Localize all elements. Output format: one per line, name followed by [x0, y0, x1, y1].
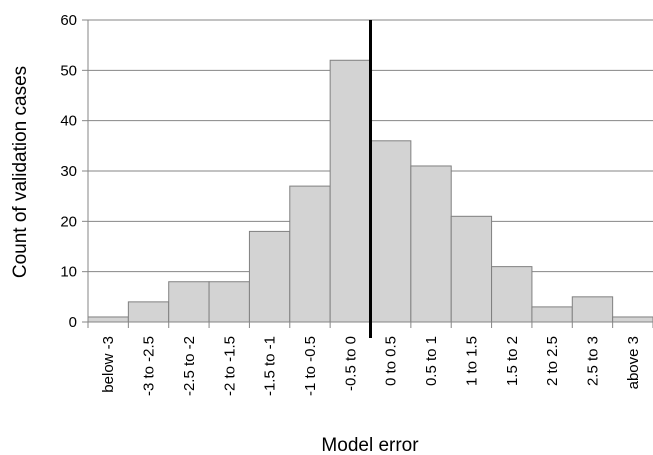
- y-tick-label: 50: [60, 62, 77, 79]
- x-tick-label: 1.5 to 2: [504, 336, 521, 386]
- y-tick-label: 20: [60, 213, 77, 230]
- bar: [450, 215, 493, 323]
- bar: [410, 165, 452, 323]
- bar: [491, 266, 533, 323]
- bar: [612, 316, 653, 323]
- x-tick-label: -2.5 to -2: [181, 336, 198, 396]
- x-axis-title: Model error: [321, 435, 419, 455]
- y-tick-label: 0: [69, 314, 77, 331]
- y-axis-title: Count of validation cases: [10, 66, 31, 278]
- x-tick-label: 0 to 0.5: [383, 336, 400, 386]
- x-tick-label: -1.5 to -1: [262, 336, 279, 396]
- x-tick-label: 2 to 2.5: [544, 336, 561, 386]
- bar: [370, 140, 412, 323]
- x-tick-label: 0.5 to 1: [423, 336, 440, 386]
- bar: [531, 306, 573, 323]
- bar: [208, 281, 250, 323]
- bar: [571, 296, 614, 323]
- bar: [168, 281, 210, 323]
- bar: [289, 185, 331, 323]
- y-tick-labels: 0 10 20 30 40 50 60: [60, 12, 77, 331]
- x-tick-label: below -3: [100, 336, 117, 393]
- y-tick-label: 40: [60, 113, 77, 130]
- x-tick-label: 1 to 1.5: [463, 336, 480, 386]
- x-tick-label: -3 to -2.5: [141, 336, 158, 396]
- x-tick-label: -0.5 to 0: [342, 336, 359, 391]
- y-tick-label: 30: [60, 163, 77, 180]
- x-tick-label: 2.5 to 3: [584, 336, 601, 386]
- y-tick-label: 10: [60, 264, 77, 281]
- y-tick-label: 60: [60, 12, 77, 29]
- x-tick-labels: below -3 -3 to -2.5 -2.5 to -2 -2 to -1.5 -1…: [100, 336, 642, 396]
- bar: [87, 316, 129, 323]
- bars: [87, 59, 653, 323]
- x-tick-label: -2 to -1.5: [221, 336, 238, 396]
- x-tick-label: above 3: [625, 336, 642, 389]
- bar: [329, 59, 371, 323]
- bar: [248, 230, 291, 323]
- bar: [127, 301, 170, 323]
- x-tick-label: -1 to -0.5: [302, 336, 319, 396]
